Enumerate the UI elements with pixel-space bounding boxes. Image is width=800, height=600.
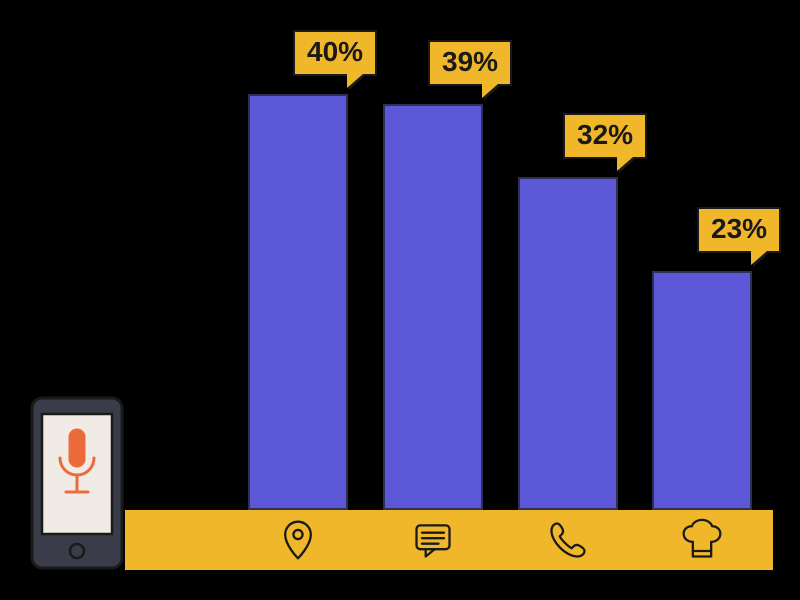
bar-label-location: 40%	[293, 30, 377, 76]
bar-label-phonecall: 32%	[563, 113, 647, 159]
location-pin-icon	[276, 518, 320, 562]
bar-chefhat	[652, 271, 752, 510]
bar-label-chefhat: 23%	[697, 207, 781, 253]
bar-label-chat: 39%	[428, 40, 512, 86]
chat-icon	[411, 518, 455, 562]
chef-hat-icon	[680, 518, 724, 562]
bar-location	[248, 94, 348, 510]
chart-stage: 40% 39% 32% 23%	[0, 0, 800, 600]
phone-call-icon	[546, 518, 590, 562]
phone-illustration	[30, 396, 124, 570]
bar-chat	[383, 104, 483, 510]
bar-phonecall	[518, 177, 618, 510]
